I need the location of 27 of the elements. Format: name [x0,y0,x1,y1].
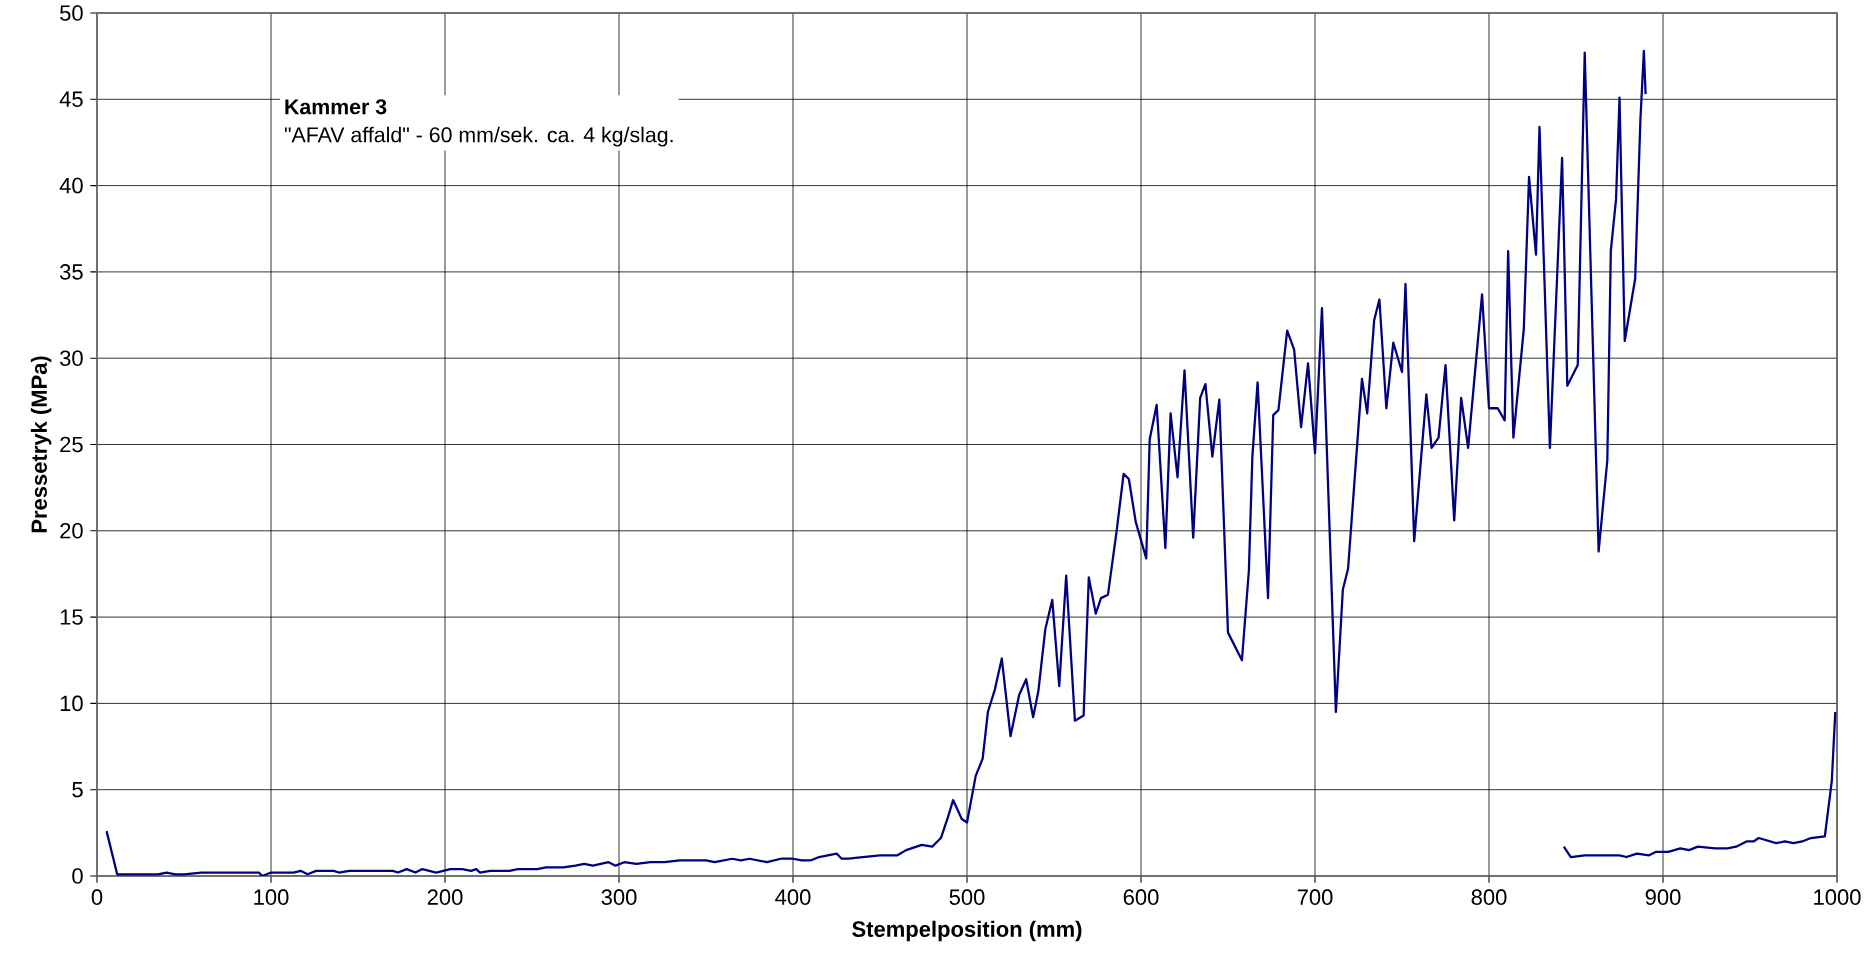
y-tick-label: 20 [60,523,83,539]
line-series [1562,710,1837,859]
annotation: "AFAV affald" - 60 mm/sek. ca. 4 kg/slag. [284,126,673,147]
y-tick-label: 30 [59,350,83,366]
y-tick-label: 45 [59,91,83,107]
y-tick-label: 40 [59,177,83,194]
x-tick-label: 200 [427,889,463,905]
x-tick-label: 1000 [1814,889,1861,905]
annotation: Kammer 3 [285,99,387,115]
x-axis-title: Stempelposition (mm) [852,920,1082,942]
x-tick-label: 500 [949,889,985,905]
y-tick-label: 10 [60,695,83,712]
y-tick-label: 50 [60,5,83,21]
y-tick-label: 5 [72,782,83,798]
x-tick-label: 600 [1123,889,1159,905]
x-tick-label: 700 [1297,889,1333,905]
y-tick-label: 15 [60,609,83,625]
x-tick-label: 400 [775,889,811,905]
y-axis-title: Pressetryk (MPa) [30,356,52,533]
x-tick-label: 300 [601,889,637,905]
x-tick-label: 900 [1645,889,1681,905]
y-tick-label: 35 [59,264,83,280]
y-tick-label: 25 [60,436,83,453]
x-tick-label: 800 [1471,889,1507,905]
y-tick-label: 0 [72,868,83,884]
x-tick-label: 0 [91,889,103,905]
x-tick-label: 100 [254,889,289,905]
